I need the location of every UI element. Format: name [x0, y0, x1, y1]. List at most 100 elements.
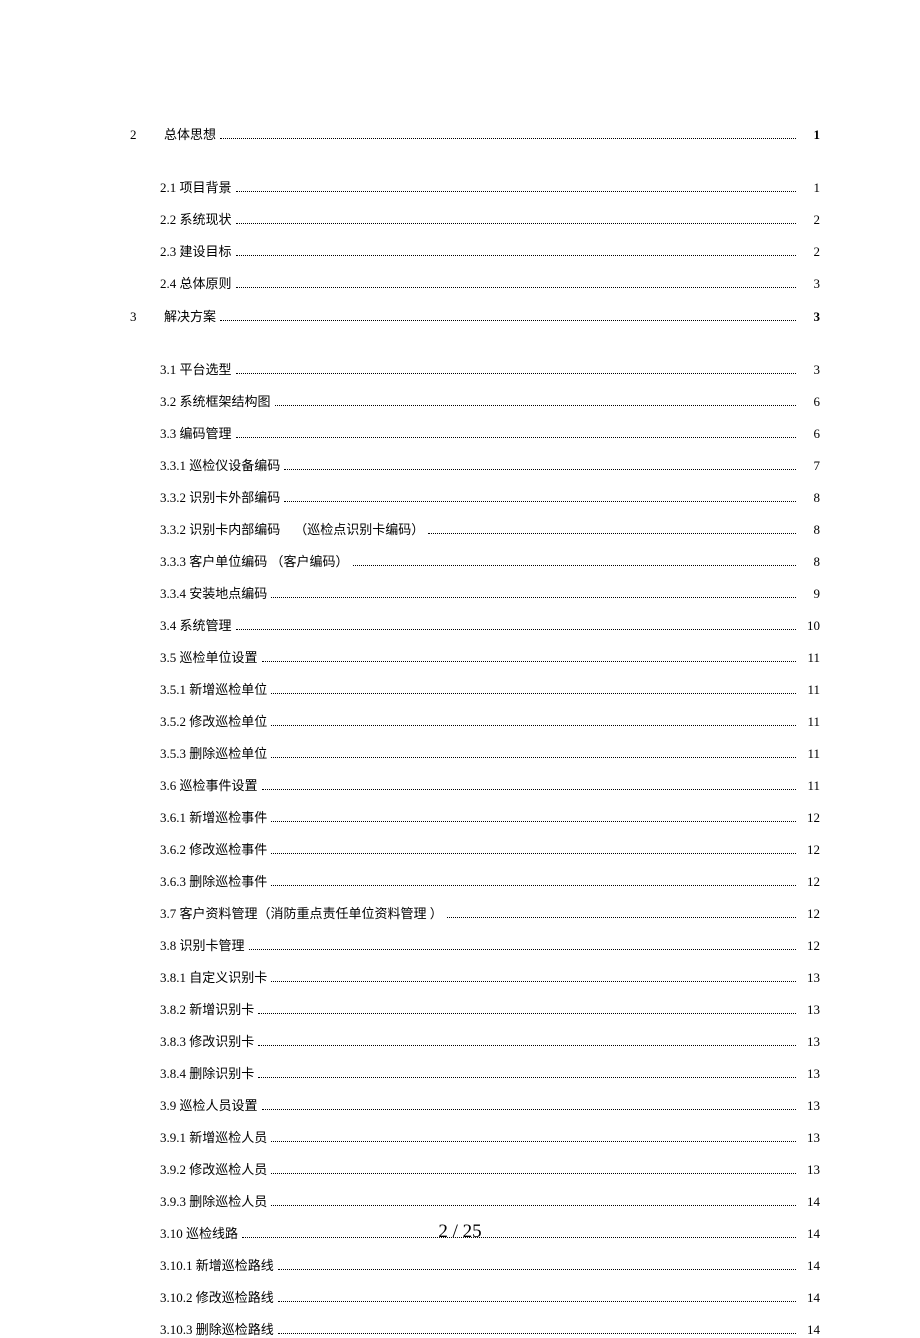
toc-leader-dots — [447, 917, 796, 918]
toc-page-number: 11 — [800, 714, 820, 730]
toc-entry-label: 3.3.3 客户单位编码 （客户编码） — [160, 551, 349, 570]
toc-leader-dots — [271, 1173, 796, 1174]
toc-page-number: 12 — [800, 842, 820, 858]
toc-entry: 3.3.1 巡检仪设备编码7 — [130, 455, 820, 474]
toc-entry: 2.4 总体原则3 — [130, 273, 820, 292]
page-footer: 2 / 25 — [0, 1221, 920, 1243]
toc-page-number: 12 — [800, 938, 820, 954]
toc-page-number: 14 — [800, 1194, 820, 1210]
toc-entry: 3.5 巡检单位设置 11 — [130, 647, 820, 666]
toc-leader-dots — [236, 191, 796, 192]
toc-leader-dots — [271, 597, 796, 598]
toc-entry-label: 3.6.3 删除巡检事件 — [160, 871, 267, 890]
toc-page-number: 13 — [800, 970, 820, 986]
toc-page-number: 3 — [800, 362, 820, 378]
toc-page-number: 14 — [800, 1258, 820, 1274]
toc-page-number: 12 — [800, 874, 820, 890]
toc-entry-label: 3.2 系统框架结构图 — [160, 391, 271, 410]
toc-leader-dots — [428, 533, 796, 534]
toc-entry-label: 3.3 编码管理 — [160, 423, 232, 442]
toc-leader-dots — [220, 138, 796, 139]
toc-leader-dots — [258, 1013, 796, 1014]
toc-entry: 3.2 系统框架结构图 6 — [130, 391, 820, 410]
toc-leader-dots — [236, 255, 796, 256]
toc-entry: 3.9.2 修改巡检人员13 — [130, 1159, 820, 1178]
toc-page-number: 1 — [800, 180, 820, 196]
toc-entry: 3.9.1 新增巡检人员13 — [130, 1127, 820, 1146]
toc-leader-dots — [271, 821, 796, 822]
toc-entry: 3.8.4 删除识别卡13 — [130, 1063, 820, 1082]
toc-leader-dots — [278, 1269, 796, 1270]
toc-leader-dots — [275, 405, 796, 406]
toc-entry-label: 2.2 系统现状 — [160, 209, 232, 228]
toc-entry-label: 3.6.1 新增巡检事件 — [160, 807, 267, 826]
toc-leader-dots — [220, 320, 796, 321]
toc-leader-dots — [278, 1333, 796, 1334]
toc-entry: 3.9 巡检人员设置13 — [130, 1095, 820, 1114]
toc-entry-label: 2.1 项目背景 — [160, 177, 232, 196]
toc-entry: 3.3.2 识别卡外部编码 8 — [130, 487, 820, 506]
toc-page-number: 11 — [800, 778, 820, 794]
toc-leader-dots — [236, 437, 796, 438]
toc-entry: 2.2 系统现状 2 — [130, 209, 820, 228]
toc-leader-dots — [271, 725, 796, 726]
toc-leader-dots — [236, 629, 796, 630]
toc-page-number: 2 — [800, 212, 820, 228]
toc-entry-label: 3.7 客户资料管理（消防重点责任单位资料管理 ） — [160, 903, 443, 922]
toc-entry: 3.3 编码管理6 — [130, 423, 820, 442]
toc-leader-dots — [271, 853, 796, 854]
toc-section-heading: 2总体思想 1 — [130, 124, 820, 143]
toc-entry-label: 3.9.3 删除巡检人员 — [160, 1191, 267, 1210]
toc-page-number: 7 — [800, 458, 820, 474]
toc-entry-label: 3.10.1 新增巡检路线 — [160, 1255, 274, 1274]
toc-entry-label: 总体思想 — [164, 124, 216, 143]
toc-entry-label: 解决方案 — [164, 306, 216, 325]
toc-entry: 3.6.3 删除巡检事件 12 — [130, 871, 820, 890]
toc-entry-label: 3.3.2 识别卡外部编码 — [160, 487, 280, 506]
toc-entry: 3.5.3 删除巡检单位 11 — [130, 743, 820, 762]
toc-entry-label: 3.3.4 安装地点编码 — [160, 583, 267, 602]
toc-page-number: 10 — [800, 618, 820, 634]
toc-page-number: 13 — [800, 1034, 820, 1050]
toc-page-number: 1 — [800, 127, 820, 143]
toc-entry: 3.10.1 新增巡检路线 14 — [130, 1255, 820, 1274]
toc-entry: 3.3.3 客户单位编码 （客户编码）8 — [130, 551, 820, 570]
toc-entry-label: 3.1 平台选型 — [160, 359, 232, 378]
toc-page-number: 9 — [800, 586, 820, 602]
toc-page-number: 11 — [800, 650, 820, 666]
toc-leader-dots — [262, 1109, 796, 1110]
toc-entry: 3.3.2 识别卡内部编码（巡检点识别卡编码）8 — [130, 519, 820, 538]
toc-leader-dots — [271, 757, 796, 758]
toc-section-number: 2 — [130, 127, 164, 143]
toc-page-number: 13 — [800, 1098, 820, 1114]
toc-leader-dots — [271, 1205, 796, 1206]
toc-page-number: 6 — [800, 394, 820, 410]
toc-entry: 3.4 系统管理10 — [130, 615, 820, 634]
toc-entry: 3.8.1 自定义识别卡 13 — [130, 967, 820, 986]
toc-entry-label: 3.10.2 修改巡检路线 — [160, 1287, 274, 1306]
toc-page-number: 8 — [800, 490, 820, 506]
toc-entry-label: 3.8.2 新增识别卡 — [160, 999, 254, 1018]
toc-entry-label: 3.6.2 修改巡检事件 — [160, 839, 267, 858]
table-of-contents: 2总体思想12.1 项目背景12.2 系统现状22.3 建设目标22.4 总体原… — [130, 124, 820, 1338]
toc-leader-dots — [258, 1045, 796, 1046]
toc-entry-label: 3.9.1 新增巡检人员 — [160, 1127, 267, 1146]
toc-leader-dots — [353, 565, 796, 566]
toc-page-number: 14 — [800, 1322, 820, 1338]
toc-entry-label: 3.8.1 自定义识别卡 — [160, 967, 267, 986]
toc-page-number: 11 — [800, 746, 820, 762]
toc-entry-label: 3.5 巡检单位设置 — [160, 647, 258, 666]
toc-entry: 3.7 客户资料管理（消防重点责任单位资料管理 ）12 — [130, 903, 820, 922]
toc-page-number: 14 — [800, 1290, 820, 1306]
toc-leader-dots — [236, 223, 796, 224]
toc-leader-dots — [249, 949, 796, 950]
toc-entry-label: 2.3 建设目标 — [160, 241, 232, 260]
toc-leader-dots — [236, 373, 796, 374]
toc-leader-dots — [284, 469, 796, 470]
toc-entry: 3.9.3 删除巡检人员 14 — [130, 1191, 820, 1210]
toc-page-number: 13 — [800, 1066, 820, 1082]
toc-leader-dots — [271, 1141, 796, 1142]
toc-entry: 3.6.1 新增巡检事件12 — [130, 807, 820, 826]
toc-entry-label: 3.5.3 删除巡检单位 — [160, 743, 267, 762]
toc-leader-dots — [271, 693, 796, 694]
